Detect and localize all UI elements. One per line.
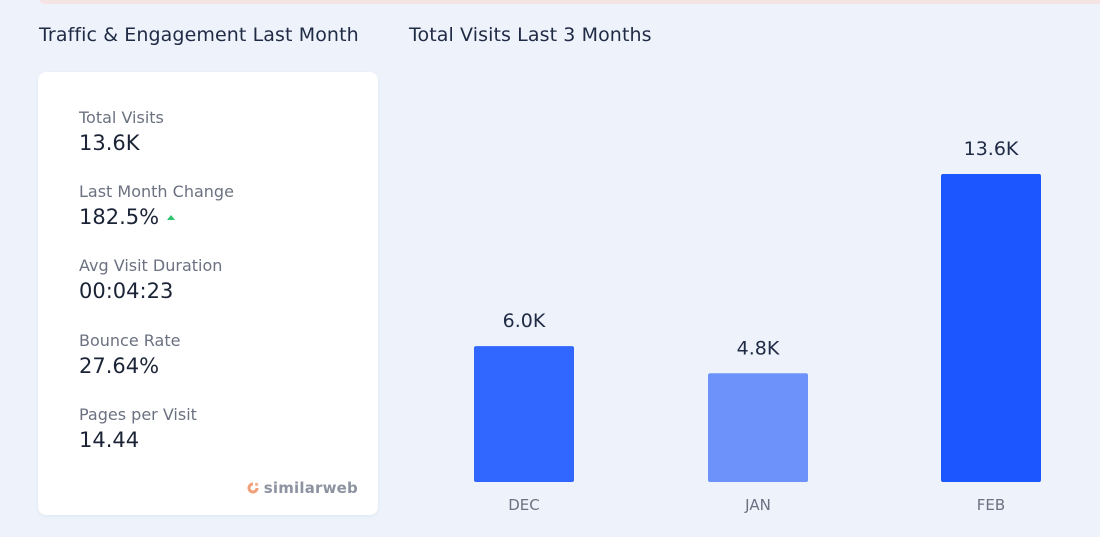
metric-value-text: 14.44	[79, 428, 140, 452]
metric-last-month-change: Last Month Change 182.5%	[79, 182, 234, 229]
similarweb-logo-icon	[247, 482, 259, 494]
trend-up-icon	[167, 215, 176, 220]
metric-value: 13.6K	[79, 131, 164, 155]
metric-pages-per-visit: Pages per Visit 14.44	[79, 405, 197, 452]
metric-total-visits: Total Visits 13.6K	[79, 108, 164, 155]
section-title-engagement: Traffic & Engagement Last Month	[39, 24, 359, 46]
metric-label: Pages per Visit	[79, 405, 197, 424]
metric-bounce-rate: Bounce Rate 27.64%	[79, 331, 180, 378]
engagement-metrics-card: Total Visits 13.6K Last Month Change 182…	[38, 72, 378, 515]
metric-value: 27.64%	[79, 354, 180, 378]
x-tick-label-feb: FEB	[977, 496, 1005, 514]
metric-value-text: 182.5%	[79, 205, 160, 229]
metric-value: 14.44	[79, 428, 197, 452]
metric-value-text: 00:04:23	[79, 279, 174, 303]
similarweb-logo: similarweb	[246, 479, 358, 497]
top-divider-strip	[40, 0, 1100, 4]
data-label-dec: 6.0K	[503, 310, 546, 332]
metric-label: Last Month Change	[79, 182, 234, 201]
x-tick-label-dec: DEC	[508, 496, 540, 514]
metric-label: Avg Visit Duration	[79, 256, 223, 275]
metric-value: 182.5%	[79, 205, 234, 229]
metric-avg-visit-duration: Avg Visit Duration 00:04:23	[79, 256, 222, 303]
metric-value-text: 13.6K	[79, 131, 140, 155]
metric-value-text: 27.64%	[79, 354, 160, 378]
metric-label: Total Visits	[79, 108, 164, 127]
bar-feb[interactable]	[941, 174, 1041, 482]
bar-dec[interactable]	[474, 346, 574, 482]
brand-name: similarweb	[263, 479, 358, 497]
data-label-feb: 13.6K	[964, 138, 1019, 160]
metric-label: Bounce Rate	[79, 331, 181, 350]
x-tick-label-jan: JAN	[744, 496, 771, 514]
bar-jan[interactable]	[708, 373, 808, 482]
section-title-total-visits: Total Visits Last 3 Months	[409, 24, 652, 46]
metric-value: 00:04:23	[79, 279, 222, 303]
data-label-jan: 4.8K	[737, 337, 780, 359]
